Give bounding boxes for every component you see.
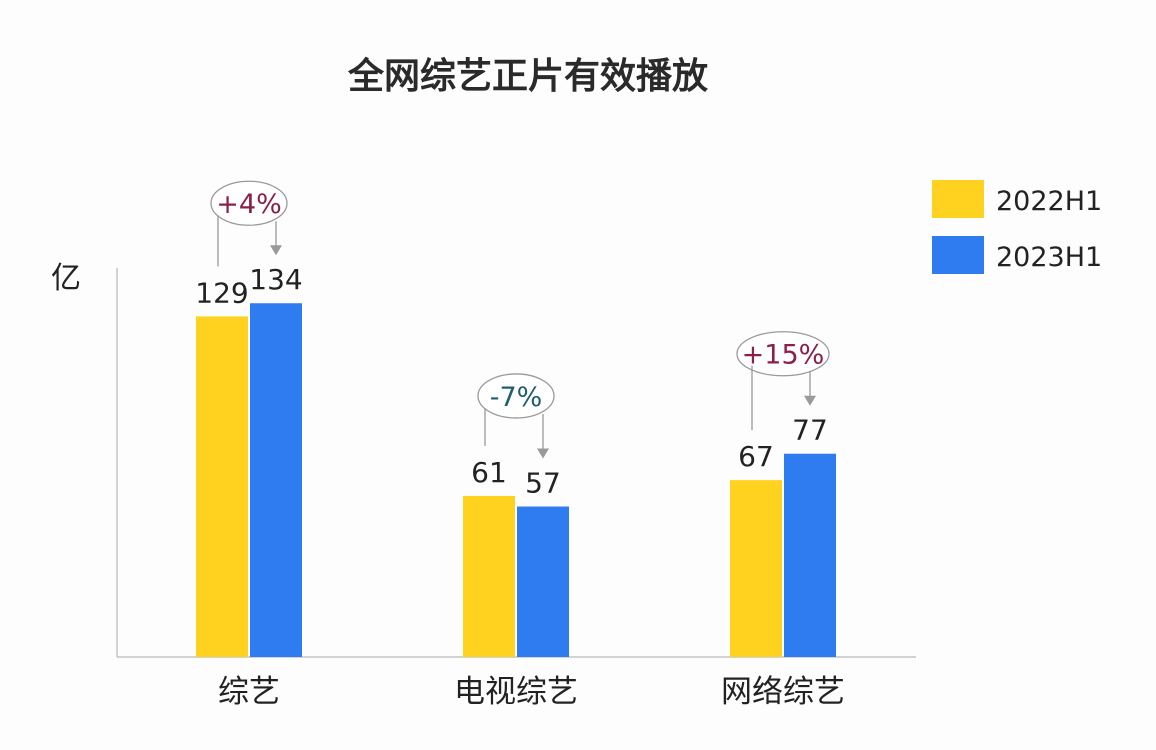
bars-layer	[196, 303, 836, 657]
legend-label: 2023H1	[996, 242, 1102, 273]
category-label: 网络综艺	[721, 674, 845, 710]
bar-2023h1-0	[250, 303, 302, 657]
change-annotation: +15%	[736, 331, 830, 431]
change-percent-label: -7%	[490, 382, 543, 413]
bar-2023h1-1	[517, 506, 569, 657]
change-percent-label: +4%	[216, 189, 281, 220]
change-annotation: -7%	[477, 373, 555, 459]
change-percent-label: +15%	[742, 340, 825, 371]
data-label: 77	[792, 414, 828, 447]
legend-swatch	[932, 236, 984, 274]
annotation-bubble	[736, 331, 830, 377]
change-annotation: +4%	[210, 180, 288, 267]
legend-label: 2022H1	[996, 186, 1102, 217]
annotation-arrowhead	[270, 245, 282, 256]
bar-2022h1-2	[730, 480, 782, 657]
chart-title: 全网综艺正片有效播放	[347, 55, 708, 97]
legend: 2022H1 2023H1	[932, 180, 1102, 274]
y-axis-unit-label: 亿	[51, 261, 81, 296]
data-label: 57	[525, 467, 561, 500]
category-label: 综艺	[218, 674, 280, 710]
data-label: 134	[249, 263, 302, 296]
legend-swatch	[932, 180, 984, 218]
annotation-arrowhead	[804, 395, 816, 406]
data-label: 61	[471, 456, 507, 489]
data-label: 129	[195, 276, 248, 309]
annotation-bubble	[210, 180, 288, 226]
bar-2022h1-0	[196, 316, 248, 657]
bar-2022h1-1	[463, 495, 515, 657]
data-label: 67	[738, 440, 774, 473]
category-label: 电视综艺	[454, 674, 578, 710]
annotations-layer: +4% -7% +15%	[210, 180, 830, 459]
labels-layer: 129 134 综艺 61 57 电视综艺 67 77 网络综艺	[195, 263, 845, 710]
bar-2023h1-2	[784, 453, 836, 657]
annotation-bubble	[477, 373, 555, 419]
annotation-arrowhead	[537, 448, 549, 459]
